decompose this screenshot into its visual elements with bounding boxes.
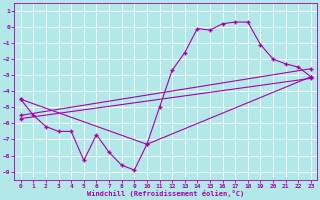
- X-axis label: Windchill (Refroidissement éolien,°C): Windchill (Refroidissement éolien,°C): [87, 190, 244, 197]
